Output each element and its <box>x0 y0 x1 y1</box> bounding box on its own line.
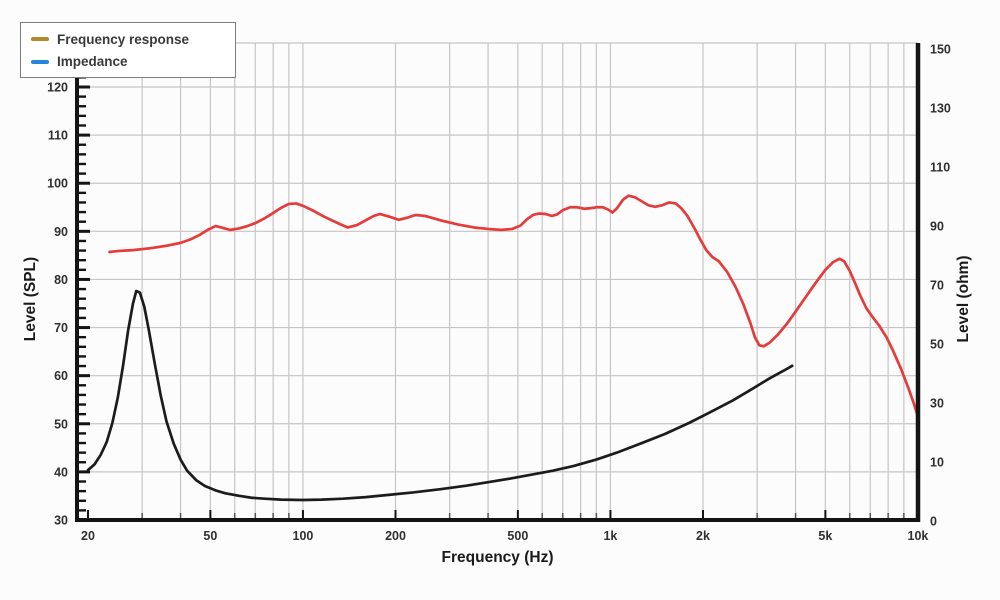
right-axis-tick-label: 10 <box>930 456 944 470</box>
x-axis-tick-label: 100 <box>293 529 314 543</box>
right-axis-tick-label: 90 <box>930 220 944 234</box>
x-axis-tick-label: 500 <box>507 529 528 543</box>
right-axis-tick-label: 0 <box>930 515 937 529</box>
left-axis-tick-label: 100 <box>47 177 68 191</box>
impedance-line-swatch <box>31 59 49 64</box>
legend-label-impedance: Impedance <box>57 54 128 70</box>
left-axis-tick-label: 80 <box>54 273 68 287</box>
left-axis-tick-label: 70 <box>54 321 68 335</box>
axis-lines <box>75 43 921 522</box>
right-axis-tick-label: 130 <box>930 102 951 116</box>
right-axis-tick-label: 110 <box>930 161 950 175</box>
axis-ticks <box>79 47 919 522</box>
x-axis-tick-label: 200 <box>385 529 406 543</box>
legend-item-impedance: Impedance <box>31 51 225 74</box>
x-axis-tick-label: 2k <box>696 529 710 543</box>
right-axis-title: Level (ohm) <box>955 255 972 343</box>
x-axis-tick-label: 20 <box>81 529 95 543</box>
curves <box>86 194 920 502</box>
x-axis-title: Frequency (Hz) <box>441 549 554 566</box>
right-axis-tick-label: 150 <box>930 43 951 57</box>
tick-labels: 1201101009080706050403015013011090705030… <box>47 43 951 544</box>
x-axis-tick-label: 1k <box>603 529 617 543</box>
left-axis-title: Level (SPL) <box>22 256 39 342</box>
x-axis-tick-label: 5k <box>818 529 832 543</box>
right-axis-tick-label: 50 <box>930 338 944 352</box>
left-axis-tick-label: 120 <box>47 81 68 95</box>
frequency-response-line-swatch <box>31 37 49 42</box>
curve-frequency-response <box>108 194 920 418</box>
gridlines <box>77 42 918 520</box>
curve-impedance <box>86 289 794 502</box>
right-axis-tick-label: 70 <box>930 279 944 293</box>
legend-item-frequency-response: Frequency response <box>31 28 225 51</box>
left-axis-tick-label: 60 <box>54 369 68 383</box>
left-axis-tick-label: 110 <box>48 129 68 143</box>
x-axis-tick-label: 50 <box>203 529 217 543</box>
left-axis-tick-label: 90 <box>54 225 68 239</box>
right-axis-tick-label: 30 <box>930 397 944 411</box>
left-axis-tick-label: 30 <box>54 514 68 528</box>
x-axis-tick-label: 10k <box>908 529 929 543</box>
left-axis-tick-label: 50 <box>54 417 68 431</box>
legend-label-frequency-response: Frequency response <box>57 31 190 47</box>
left-axis-tick-label: 40 <box>54 465 68 479</box>
legend: Frequency response Impedance <box>20 22 236 78</box>
